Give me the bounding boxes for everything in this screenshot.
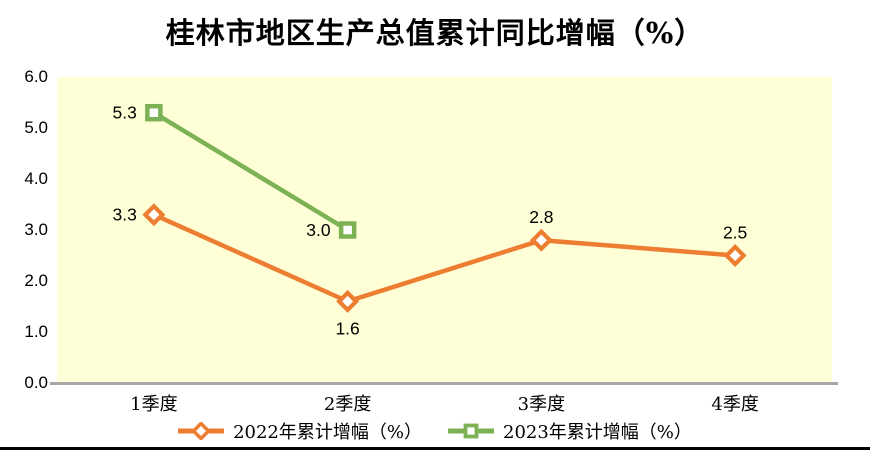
data-point-marker-diamond	[142, 203, 166, 227]
legend-square-icon	[448, 423, 494, 439]
x-axis-label: 3季度	[517, 394, 566, 415]
y-tick-label: 5.0	[24, 118, 48, 137]
series-line	[152, 212, 736, 304]
legend-label: 2022年累计增幅（%）	[233, 422, 422, 443]
data-point-label: 3.0	[306, 220, 331, 240]
y-tick-label: 4.0	[24, 169, 48, 188]
data-point-marker-diamond	[336, 289, 360, 313]
x-axis-line	[50, 382, 838, 385]
data-point-marker-diamond	[191, 422, 212, 440]
x-axis-label: 2季度	[323, 394, 372, 415]
bottom-border-line	[0, 447, 870, 450]
data-point-marker-square	[145, 103, 163, 122]
data-point-label: 1.6	[335, 318, 359, 338]
data-point-marker-diamond	[723, 244, 747, 267]
chart-title: 桂林市地区生产总值累计同比增幅（%）	[165, 16, 705, 50]
data-point-label: 3.3	[113, 205, 137, 225]
data-point-label: 2.5	[723, 223, 747, 243]
y-tick-label: 6.0	[24, 67, 48, 86]
x-axis-label: 1季度	[130, 394, 178, 415]
data-point-marker-square	[338, 221, 357, 239]
legend-label: 2023年累计增幅（%）	[503, 422, 692, 443]
x-axis-label: 4季度	[711, 394, 759, 415]
series-line	[152, 110, 349, 232]
data-point-label: 5.3	[113, 103, 137, 123]
legend-item: 2023年累计增幅（%）	[448, 418, 692, 444]
y-tick-label: 2.0	[24, 271, 48, 290]
data-point-marker-diamond	[529, 228, 553, 252]
legend-item: 2022年累计增幅（%）	[178, 418, 422, 444]
chart-legend: 2022年累计增幅（%） 2023年累计增幅（%）	[0, 416, 870, 446]
y-tick-label: 1.0	[24, 322, 48, 341]
legend-diamond-icon	[178, 422, 225, 440]
y-tick-label: 0.0	[24, 373, 48, 392]
y-tick-label: 3.0	[24, 220, 48, 239]
data-point-label: 2.8	[529, 207, 553, 227]
data-point-marker-square	[463, 423, 479, 439]
